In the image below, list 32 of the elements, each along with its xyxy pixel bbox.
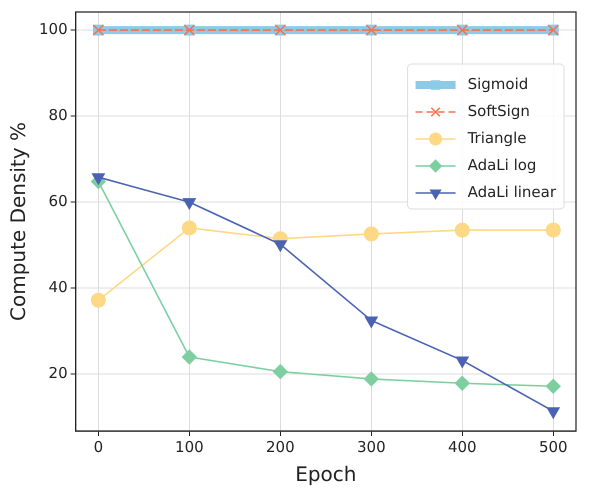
point (456, 356, 469, 368)
point (546, 407, 560, 419)
point (182, 220, 197, 236)
legend-label: SoftSign (468, 102, 530, 120)
point (90, 292, 106, 308)
x-tick-label: 100 (175, 438, 204, 456)
y-tick-label: 20 (48, 364, 68, 382)
point (454, 222, 470, 238)
y-tick-label: 80 (48, 106, 68, 124)
point (546, 378, 561, 394)
legend-label: Sigmoid (468, 74, 528, 93)
point (272, 364, 288, 380)
x-tick-label: 400 (448, 438, 477, 456)
point (364, 226, 379, 242)
legend-label: Triangle (466, 128, 526, 147)
y-tick-label: 60 (48, 192, 68, 210)
point (454, 376, 470, 391)
x-axis-title: Epoch (295, 462, 356, 486)
legend-label: AdaLi log (468, 156, 536, 174)
point (546, 222, 561, 238)
x-tick-label: 300 (356, 438, 386, 456)
x-tick-label: 0 (94, 438, 104, 456)
point (364, 316, 378, 328)
y-tick-label: 100 (38, 20, 68, 38)
x-tick-label: 500 (538, 438, 568, 456)
point (182, 350, 197, 365)
y-tick-label: 40 (48, 278, 68, 296)
x-tick-label: 200 (266, 438, 295, 456)
point (274, 240, 287, 252)
y-axis-title: Compute Density % (6, 122, 30, 321)
legend-label: AdaLi linear (468, 182, 557, 201)
point (364, 371, 379, 386)
